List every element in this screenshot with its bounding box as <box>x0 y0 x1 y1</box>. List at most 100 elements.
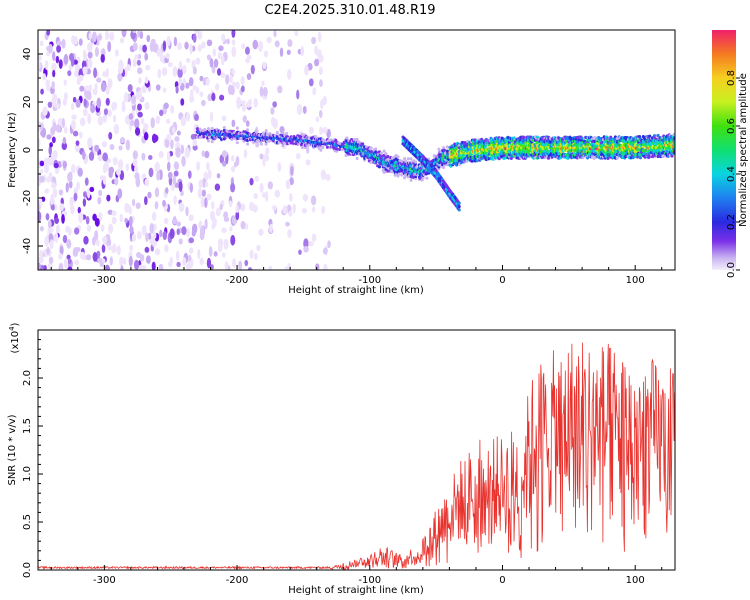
spectrogram-cell <box>78 74 84 82</box>
spectrogram-cell <box>149 41 155 53</box>
spectrogram-cell <box>120 265 124 270</box>
spectrogram-cell <box>91 31 97 43</box>
spectrogram-cell <box>157 68 162 79</box>
spectrogram-cell <box>71 120 77 130</box>
spectrogram-cell <box>197 188 203 199</box>
spectrogram-cell <box>305 159 311 166</box>
spectrogram-cell <box>50 193 54 205</box>
colorbar-label: Normalized spectral amplitude <box>738 73 749 227</box>
spectrogram-cell <box>211 92 216 102</box>
spectrogram-cell <box>199 257 204 266</box>
spectrogram-cell <box>84 85 90 92</box>
spectrogram-cell <box>154 187 160 198</box>
spectrogram-cell <box>279 47 284 58</box>
spectrogram-cell <box>63 53 69 65</box>
spectrogram-cell <box>216 68 222 76</box>
spectrogram-cell <box>180 116 187 127</box>
spectrogram-cell <box>246 73 252 81</box>
spectrogram-cell <box>189 247 194 254</box>
spectrogram-cell <box>87 137 93 149</box>
spectrogram-cell <box>132 42 138 51</box>
spectrogram-cell <box>81 150 86 160</box>
spectrogram-cell <box>175 250 180 261</box>
ridge-cell <box>369 160 373 164</box>
spectrogram-cell <box>318 66 323 76</box>
top-y-axis-label: Frequency (Hz) <box>7 112 18 188</box>
spectrogram-cell <box>52 149 58 161</box>
top-xtick-label: -200 <box>226 275 249 286</box>
spectrogram-cell <box>61 141 68 151</box>
spectrogram-cell <box>308 240 314 247</box>
spectrogram-cell <box>303 245 309 253</box>
spectrogram-cell <box>101 244 106 253</box>
ridge-cell <box>403 159 407 163</box>
spectrogram-cell <box>312 206 316 213</box>
spectrogram-cell <box>39 175 45 183</box>
ridge-cell <box>437 147 441 151</box>
spectrogram-cell <box>140 117 145 125</box>
spectrogram-cell <box>111 216 117 225</box>
spectrogram-cell <box>51 204 55 211</box>
spectrogram-cell <box>248 98 253 106</box>
spectrogram-cell <box>79 131 83 139</box>
spectrogram-cell <box>175 85 179 94</box>
snr-series-line <box>38 342 675 570</box>
spectrogram-cell <box>124 202 130 213</box>
spectrogram-cell <box>137 111 143 118</box>
spectrogram-cell <box>185 227 190 237</box>
spectrogram-cell <box>119 37 125 44</box>
spectrogram-cell <box>208 246 213 257</box>
spectrogram-cell <box>147 191 152 199</box>
spectrogram-cell <box>54 102 60 109</box>
spectrogram-cell <box>55 123 61 133</box>
spectrogram-cell <box>61 117 66 128</box>
spectrogram-cell <box>82 198 87 207</box>
spectrogram-cell <box>201 99 206 107</box>
spectrogram-cell <box>229 85 235 96</box>
spectrogram-cell <box>249 177 254 186</box>
ridge-cell <box>246 128 250 132</box>
spectrogram-cell <box>189 43 193 55</box>
spectrogram-cell <box>48 256 54 264</box>
spectrogram-cell <box>206 39 213 47</box>
ridge-cell <box>386 169 390 173</box>
ridge-cell <box>198 135 202 140</box>
spectrogram-cell <box>144 101 150 110</box>
spectrogram-cell <box>226 38 230 45</box>
spectrogram-cell <box>298 249 302 255</box>
ridge-cell <box>254 129 258 133</box>
spectrogram-cell <box>245 120 250 127</box>
spectrogram-cell <box>102 71 107 78</box>
spectrogram-cell <box>206 161 210 171</box>
spectrogram-cell <box>148 154 153 160</box>
spectrogram-cell <box>39 197 43 208</box>
spectrogram-cell <box>206 54 212 61</box>
spectrogram-cell <box>111 102 116 111</box>
ridge-cell <box>210 140 214 144</box>
spectrogram-cell <box>231 46 237 58</box>
ridge-cell <box>414 160 418 164</box>
spectrogram-cell <box>66 239 72 249</box>
spectrogram-cell <box>86 188 91 199</box>
spectrogram-cell <box>296 153 301 160</box>
spectrogram-cell <box>250 64 255 75</box>
spectrogram-cell <box>107 109 112 117</box>
spectrogram-cell <box>322 126 328 134</box>
spectrogram-cell <box>67 258 72 265</box>
spectrogram-cell <box>145 64 151 71</box>
spectrogram-cell <box>259 153 264 160</box>
spectrogram-cell <box>240 100 246 106</box>
spectrogram-cell <box>97 196 102 205</box>
spectrogram-cell <box>139 253 145 262</box>
spectrogram-cell <box>272 118 278 130</box>
spectrogram-cell <box>104 264 110 270</box>
spectrogram-cell <box>292 203 296 214</box>
ridge-cell <box>670 154 674 158</box>
spectrogram-cell <box>56 40 63 46</box>
spectrogram-cell <box>109 144 115 151</box>
spectrogram-cell <box>185 82 190 89</box>
spectrogram-cell <box>63 79 68 86</box>
spectrogram-cell <box>61 214 65 224</box>
spectrogram-cell <box>144 246 150 253</box>
spectrogram-cell <box>290 165 294 176</box>
